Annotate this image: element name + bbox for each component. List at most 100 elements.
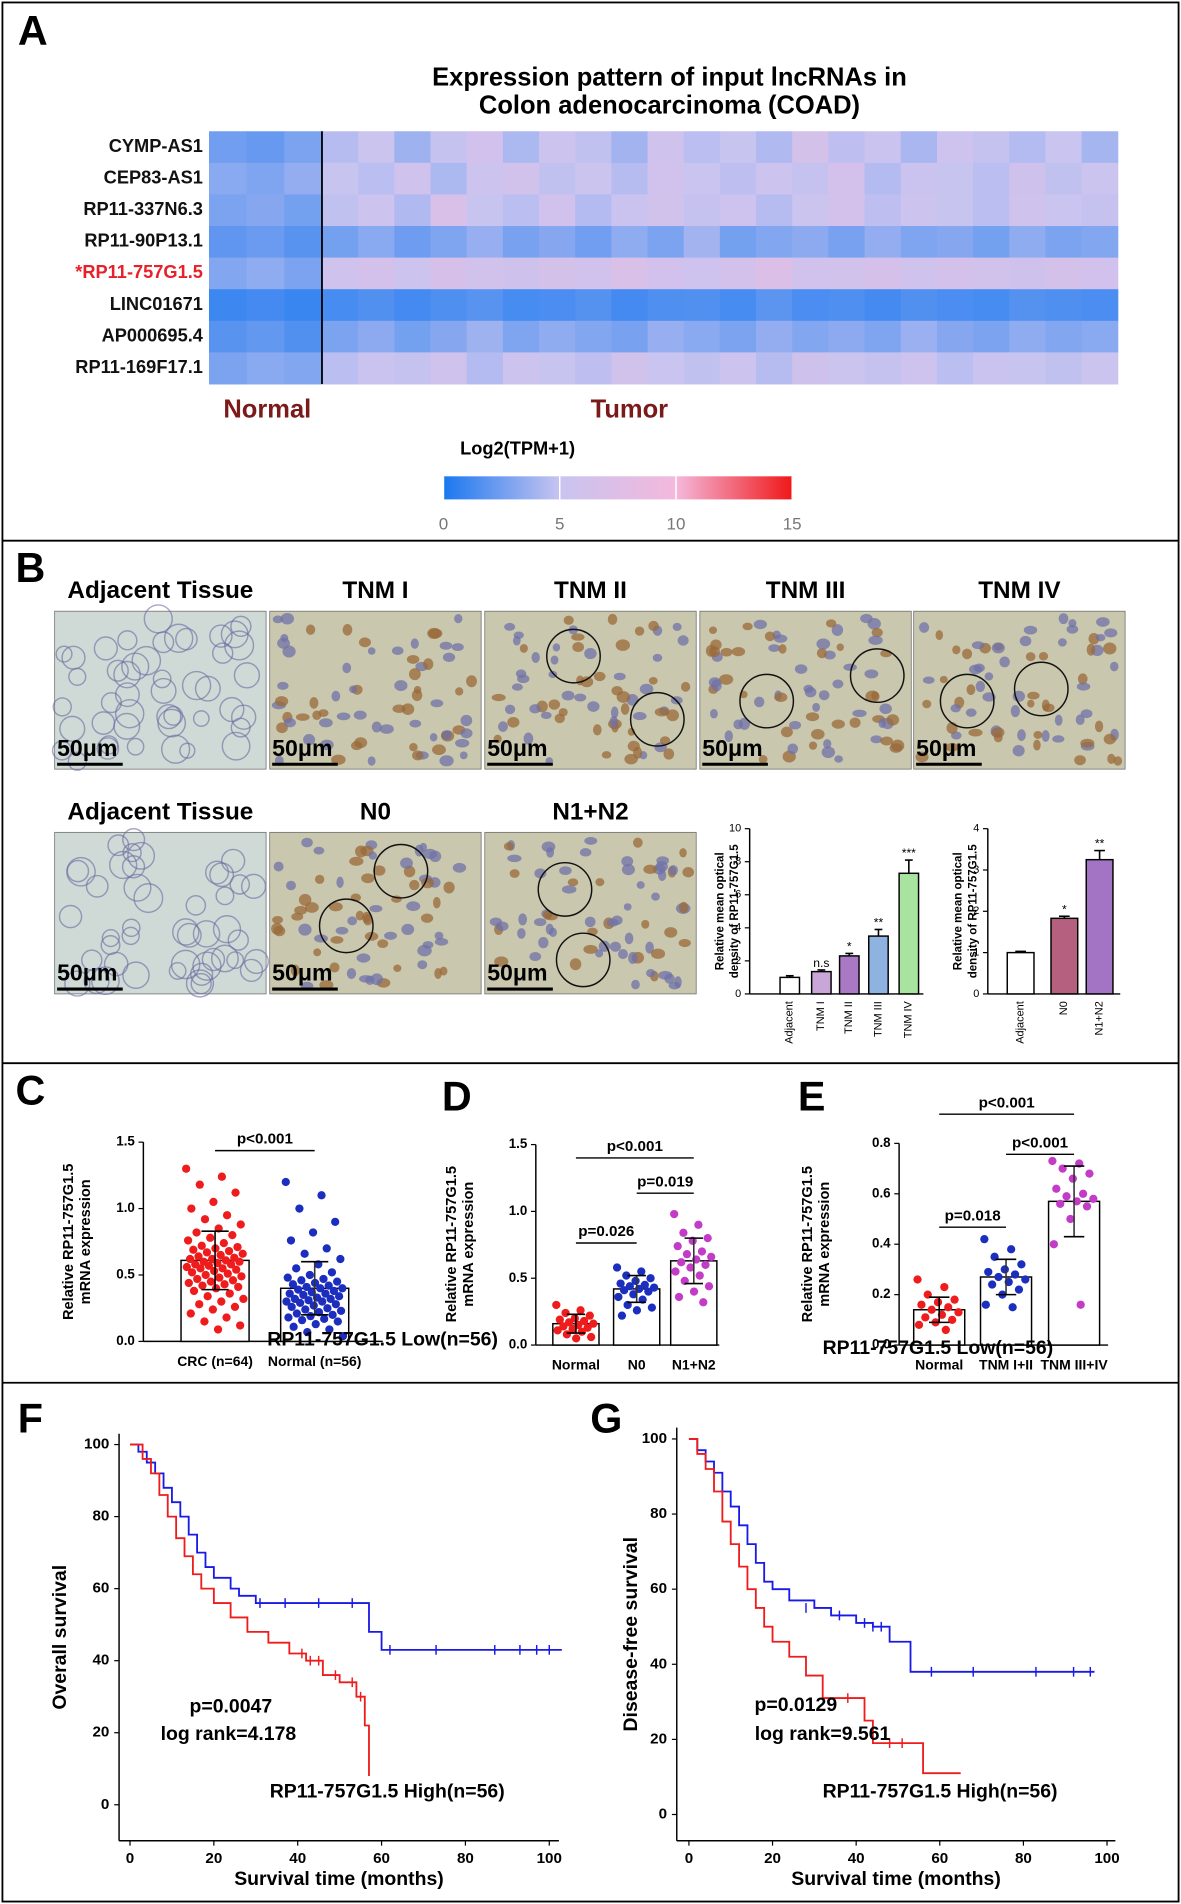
gland <box>122 828 146 852</box>
heatmap-cell <box>321 320 359 353</box>
heatmap-cell <box>466 131 504 164</box>
heatmap-cell <box>756 226 793 259</box>
heatmap-cell <box>719 320 757 353</box>
gland <box>126 737 145 756</box>
data-point <box>321 1289 330 1298</box>
group-label: Normal <box>223 395 311 423</box>
bar <box>838 955 860 995</box>
heatmap-cell <box>864 194 902 227</box>
heatmap-cell <box>502 320 540 353</box>
data-point <box>219 1238 228 1248</box>
data-point <box>622 1271 631 1280</box>
heatmap-cell <box>864 289 902 322</box>
heatmap-cell <box>321 352 359 385</box>
data-point <box>288 1280 298 1289</box>
x-tick-label: TNM I+II <box>979 1356 1033 1372</box>
y-tick-label: 60 <box>650 1580 667 1597</box>
data-point <box>921 1313 930 1322</box>
nucleus <box>679 848 687 858</box>
scale-bar-label: 50μm <box>272 960 332 986</box>
nucleus <box>580 676 594 688</box>
data-point <box>222 1211 232 1220</box>
gland <box>96 737 120 760</box>
gland <box>152 669 172 689</box>
heatmap-cell <box>539 257 576 290</box>
nucleus <box>529 704 541 714</box>
nucleus <box>443 881 455 894</box>
heatmap-cell <box>539 162 576 195</box>
scale-bar-label: 50μm <box>916 735 976 761</box>
heatmap-cell <box>502 194 540 227</box>
nucleus <box>493 734 502 744</box>
gland <box>185 895 207 916</box>
heatmap-cell <box>792 289 829 322</box>
row-label: CEP83-AS1 <box>104 167 203 187</box>
row-label: *RP11-757G1.5 <box>75 262 203 282</box>
data-point <box>704 1282 714 1291</box>
data-point <box>689 1287 699 1296</box>
nucleus <box>610 706 619 719</box>
heatmap-cell <box>647 320 685 353</box>
nucleus <box>668 981 681 990</box>
heatmap-cell <box>208 162 248 195</box>
heatmap-cell <box>1009 162 1046 195</box>
nucleus <box>868 635 883 645</box>
data-point <box>984 1267 993 1277</box>
nucleus <box>503 842 514 851</box>
comparison-label: p=0.026 <box>578 1223 634 1240</box>
nucleus <box>609 941 622 952</box>
heatmap-cell <box>1081 257 1119 290</box>
nucleus <box>331 754 346 765</box>
significance-label: * <box>1062 902 1067 916</box>
heatmap-cell <box>900 194 938 227</box>
heatmap-cell <box>394 320 431 353</box>
gland <box>127 841 156 870</box>
comparison-label: p=0.018 <box>945 1207 1001 1224</box>
heatmap-cell <box>647 226 685 259</box>
gland <box>205 860 230 885</box>
y-axis-label: density of RP11-757G1.5 <box>967 844 979 979</box>
heatmap-cell <box>539 320 576 353</box>
data-point <box>333 1317 342 1326</box>
heatmap-cell <box>828 226 866 259</box>
data-point <box>703 1234 712 1243</box>
heatmap-cell <box>936 320 974 353</box>
heatmap-cell <box>900 131 938 164</box>
nucleus <box>811 728 825 740</box>
data-point <box>980 1235 989 1244</box>
nucleus <box>655 861 668 872</box>
data-point <box>553 1326 562 1335</box>
data-point <box>640 1280 649 1290</box>
heatmap-cell <box>973 352 1010 385</box>
heatmap-cell <box>1081 131 1119 164</box>
highlight-circle <box>537 861 593 917</box>
heatmap-cell <box>430 257 468 290</box>
colorbar-tick-label: 5 <box>555 514 564 533</box>
nucleus <box>607 613 618 625</box>
heatmap-cell <box>683 352 721 385</box>
heatmap-cell <box>466 352 504 385</box>
nucleus <box>738 717 750 730</box>
data-point <box>950 1295 959 1304</box>
y-tick-label: 4 <box>735 922 741 934</box>
data-point <box>336 1306 346 1315</box>
y-axis-label: density of RP11-757G1.5 <box>729 844 741 979</box>
heatmap-cell <box>683 194 721 227</box>
y-axis-label: Relative mean optical <box>715 852 727 970</box>
nucleus <box>680 681 691 692</box>
heatmap-cell <box>321 194 359 227</box>
nucleus <box>1109 661 1119 672</box>
chart-title: Expression pattern of input lncRNAs in <box>432 64 907 92</box>
gland <box>226 951 245 970</box>
nucleus <box>880 736 893 746</box>
nucleus <box>816 638 831 650</box>
x-tick-label: 0 <box>685 1850 693 1867</box>
nucleus <box>643 864 657 874</box>
y-tick-label: 100 <box>642 1430 667 1447</box>
heatmap-cell <box>756 162 793 195</box>
gland <box>64 970 91 997</box>
data-point <box>644 1287 653 1296</box>
nucleus <box>632 711 647 721</box>
nucleus <box>711 679 722 692</box>
heatmap-cell <box>575 257 612 290</box>
